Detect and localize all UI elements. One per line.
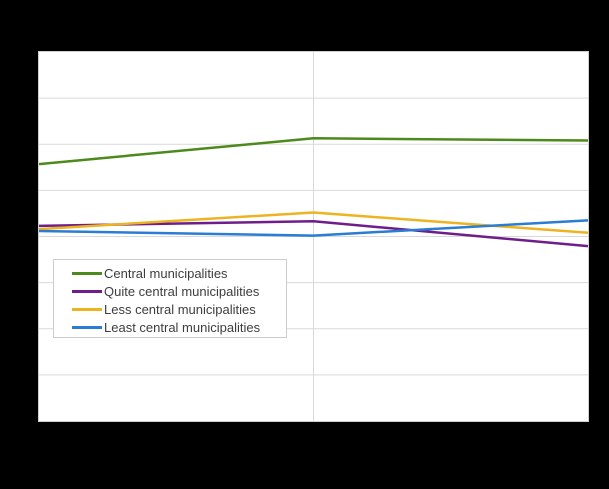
legend-item: Less central municipalities <box>72 301 286 318</box>
legend-item: Quite central municipalities <box>72 283 286 300</box>
legend-swatch-line <box>72 272 102 275</box>
line-chart <box>39 52 588 421</box>
legend-item-label: Less central municipalities <box>104 302 256 317</box>
legend-item-label: Central municipalities <box>104 266 228 281</box>
legend-item: Central municipalities <box>72 265 286 282</box>
legend-item: Least central municipalities <box>72 319 286 336</box>
series-line-least-central-municipalities <box>39 219 588 237</box>
legend-swatch-line <box>72 326 102 329</box>
legend-swatch-line <box>72 290 102 293</box>
plot-area <box>38 51 589 422</box>
legend-item-label: Quite central municipalities <box>104 284 260 299</box>
legend-swatch-line <box>72 308 102 311</box>
legend: Central municipalities Quite central muni… <box>53 259 287 338</box>
series-line-central-municipalities <box>39 137 588 166</box>
legend-item-label: Least central municipalities <box>104 320 261 335</box>
